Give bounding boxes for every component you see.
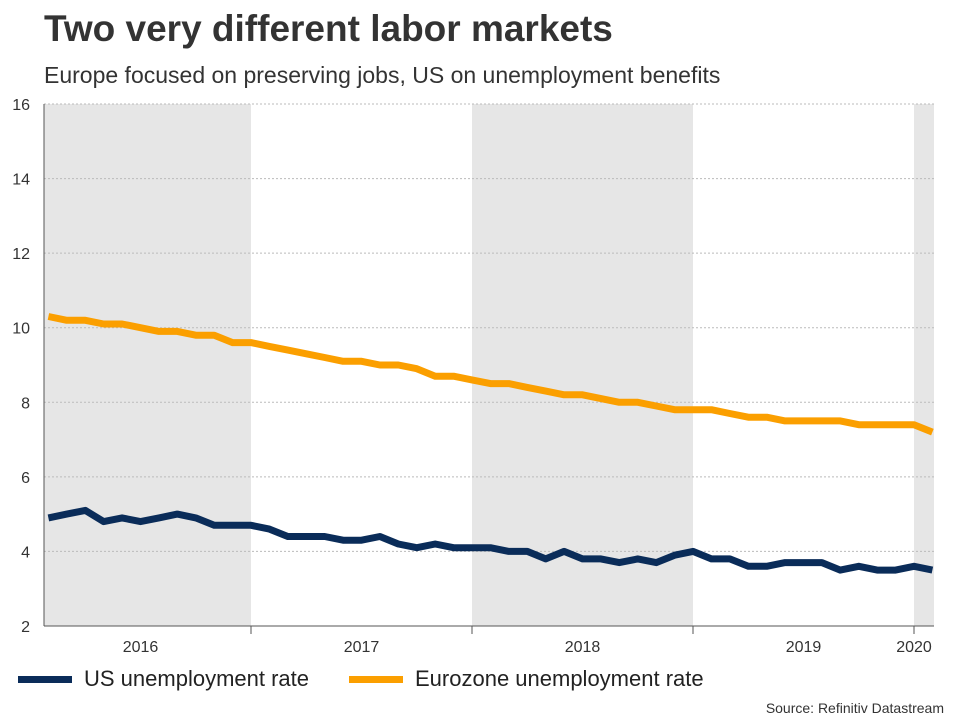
year-band-2016 — [44, 104, 251, 626]
x-tick-label-2020: 2020 — [896, 639, 932, 656]
year-band-2020 — [914, 104, 934, 626]
y-tick-label-4: 4 — [21, 544, 30, 561]
x-tick-label-2016: 2016 — [123, 639, 159, 656]
y-tick-label-14: 14 — [12, 172, 30, 189]
year-band-2018 — [472, 104, 693, 626]
x-tick-label-2018: 2018 — [565, 639, 601, 656]
series-line-eurozone — [47, 313, 934, 436]
legend-swatch-us — [18, 675, 72, 683]
y-tick-label-10: 10 — [12, 321, 30, 338]
legend-label-us: US unemployment rate — [84, 666, 309, 691]
legend-item-eurozone[interactable]: Eurozone unemployment rate — [349, 666, 704, 692]
chart-legend: US unemployment rate Eurozone unemployme… — [18, 666, 744, 692]
x-tick-label-2017: 2017 — [344, 639, 380, 656]
legend-label-eurozone: Eurozone unemployment rate — [415, 666, 704, 691]
y-tick-label-6: 6 — [21, 470, 30, 487]
legend-item-us[interactable]: US unemployment rate — [18, 666, 309, 692]
series-line-us — [47, 506, 934, 574]
chart-subtitle: Europe focused on preserving jobs, US on… — [44, 62, 721, 88]
chart-title: Two very different labor markets — [44, 8, 613, 49]
x-tick-label-2019: 2019 — [786, 639, 822, 656]
y-tick-label-8: 8 — [21, 395, 30, 412]
legend-swatch-eurozone — [349, 675, 403, 683]
y-tick-label-16: 16 — [12, 97, 30, 114]
y-tick-label-12: 12 — [12, 246, 30, 263]
source-note: Source: Refinitiv Datastream — [765, 700, 944, 716]
y-tick-label-2: 2 — [21, 619, 30, 636]
